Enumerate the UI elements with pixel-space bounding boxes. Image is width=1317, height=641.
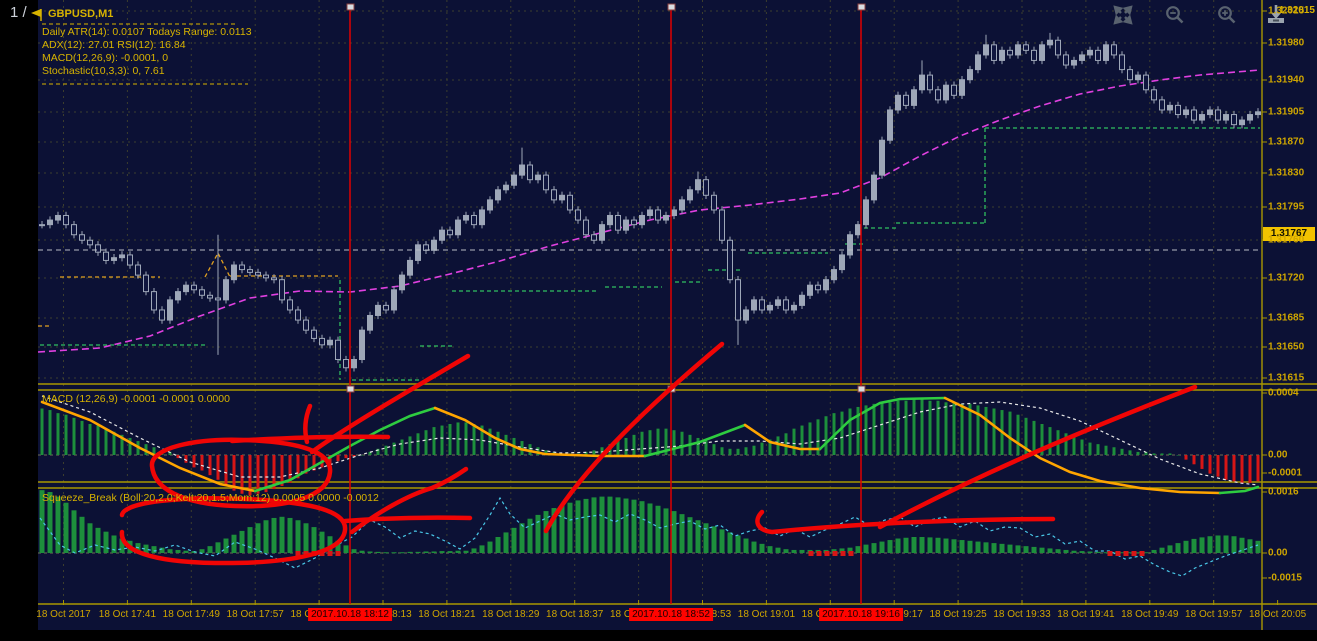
red-annotation-stroke [229,434,391,444]
indicator-info-adx-rsi: ADX(12): 27.01 RSI(12): 16.84 [42,39,186,51]
time-axis-label: 18 Oct 18:37 [546,609,604,620]
expand-chart-icon[interactable] [1112,4,1134,26]
price-axis-label: 1.31870 [1268,136,1305,148]
time-axis-label: 18 Oct 19:01 [737,609,796,620]
vertical-line-time-label: 2017.10.18 19:16 [819,608,903,621]
time-axis-label: 18 Oct 17:57 [226,609,284,620]
price-axis-label: -0.0001 [1268,467,1302,479]
price-axis-label: 0.00 [1268,449,1288,461]
vertical-line-time-label: 2017.10.18 18:52 [629,608,713,621]
time-axis-label: 18 Oct 20:05 [1248,609,1307,620]
time-axis-label: 18 Oct 19:41 [1057,609,1115,620]
price-axis-label: -0.0015 [1268,572,1302,584]
price-axis-label: 1.31650 [1268,341,1305,353]
time-axis-label: 18 Oct 18:29 [482,609,540,620]
price-axis-label: 0.0016 [1268,486,1299,498]
price-axis-label: 1.31685 [1268,312,1305,324]
red-annotation-stroke [877,384,1198,530]
red-annotation-stroke [303,403,313,445]
price-axis-label: 1.31615 [1268,372,1305,384]
download-icon[interactable] [1264,2,1288,26]
squeeze-panel-label: Squeeze_Break (Boll:20,2.0;Kelt:20,1.5;M… [42,492,379,504]
time-axis-label: 18 Oct 19:33 [993,609,1051,620]
price-axis-label: 1.31720 [1268,272,1305,284]
macd-panel-label: MACD (12,26,9) -0.0001 -0.0001 0.0000 [42,393,230,405]
price-axis-label: 1.31760 [1268,234,1305,246]
time-axis-label: 18 Oct 18:21 [418,609,476,620]
price-axis-label: 1.31905 [1268,106,1305,118]
red-annotation-stroke [119,495,348,566]
indicator-info-macd: MACD(12,26,9): -0.0001, 0 [42,52,169,64]
vertical-line-time-label: 2017.10.18 18:12 [308,608,392,621]
red-annotation-stroke [309,353,471,455]
flag-icon[interactable] [29,7,45,23]
chart-background [38,0,1317,630]
time-axis-label: 18 Oct 19:49 [1121,609,1179,620]
price-axis-label: 1.31940 [1268,74,1305,86]
price-axis-label: 1.31980 [1268,37,1305,49]
indicator-info-stochastic: Stochastic(10,3,3): 0, 7.61 [42,65,165,77]
page-indicator: 1 / [10,4,27,21]
ask-price-label: 1.32015 [1278,5,1315,16]
price-axis-label: 0.0004 [1268,387,1299,399]
current-price-box: 1.31767 [1263,227,1315,241]
price-axis-label: 1.31830 [1268,167,1305,179]
time-axis-label: 18 Oct 19:57 [1185,609,1243,620]
indicator-info-atr: Daily ATR(14): 0.0107 Todays Range: 0.01… [42,26,252,38]
zoom-in-icon[interactable] [1216,4,1238,26]
time-axis-label: 18 Oct 17:41 [98,609,157,620]
time-axis-label: 18 Oct 17:49 [162,609,220,620]
price-axis-label: 1.32015 [1268,5,1305,17]
red-annotation-stroke [349,466,469,535]
red-annotation-stroke [342,515,473,524]
red-annotation-stroke [543,341,725,534]
symbol-timeframe-label: GBPUSD,M1 [48,8,114,20]
price-axis-label: 0.00 [1268,547,1288,559]
price-axis-label: 1.31795 [1268,201,1305,213]
time-axis-label: 18 Oct 19:25 [929,609,987,620]
zoom-out-icon[interactable] [1164,4,1186,26]
time-axis-label: 18 Oct 2017 [36,609,91,620]
red-annotation-stroke [755,509,1056,535]
